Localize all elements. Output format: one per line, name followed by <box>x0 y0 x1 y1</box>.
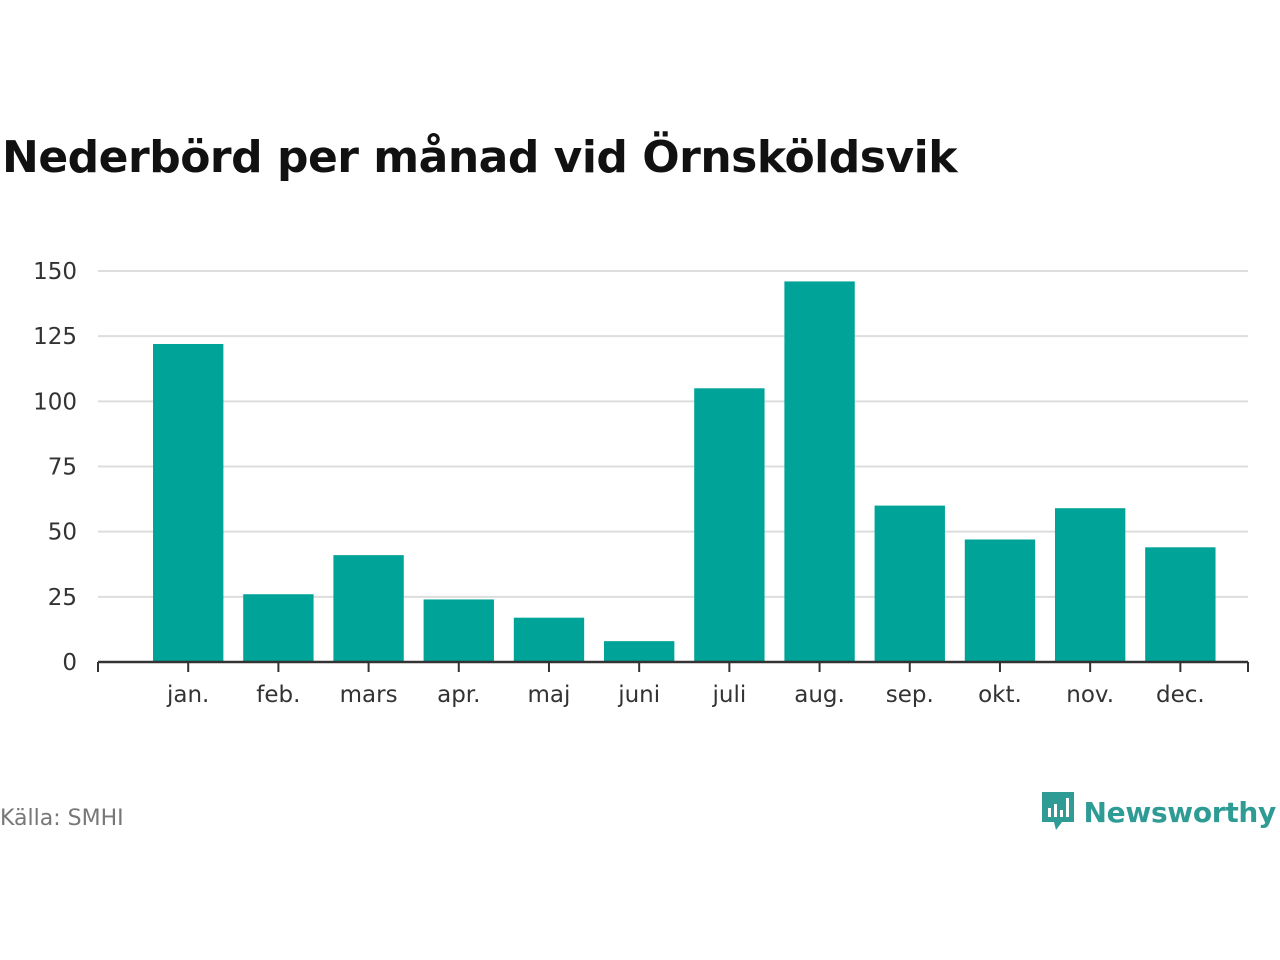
x-tick-label: feb. <box>256 682 300 708</box>
y-tick-label: 125 <box>33 324 77 350</box>
y-tick-label: 100 <box>33 389 77 415</box>
bar-dec <box>1145 547 1216 662</box>
bars <box>153 281 1216 662</box>
bar-maj <box>513 617 585 662</box>
brand-name: Newsworthy <box>1083 795 1277 829</box>
bar-nov <box>1054 508 1126 662</box>
source-note: Källa: SMHI <box>0 806 124 831</box>
x-tick-label: juli <box>711 682 746 708</box>
x-axis-labels: jan. feb. mars apr. maj juni juli aug. sep. okt. n… <box>166 682 1205 708</box>
y-tick-label: 0 <box>62 650 77 676</box>
x-tick-label: aug. <box>794 682 845 708</box>
x-tick-label: okt. <box>978 682 1022 708</box>
y-tick-label: 50 <box>48 520 77 546</box>
bar-mars <box>333 555 404 662</box>
brand-logo[interactable]: Newsworthy <box>1040 790 1276 834</box>
bar-sep <box>874 505 945 662</box>
bar-chart: 0 25 50 75 100 125 150 jan. feb. mars apr. maj juni… <box>33 259 1249 708</box>
bar-jan <box>153 343 224 662</box>
bar-okt <box>964 539 1036 662</box>
bar-feb <box>243 594 314 662</box>
y-axis-labels: 0 25 50 75 100 125 150 <box>33 259 77 676</box>
x-tick-label: sep. <box>886 682 934 708</box>
chart-title: Nederbörd per månad vid Örnsköldsvik <box>2 132 957 183</box>
bar-apr <box>423 599 494 662</box>
bar-aug <box>784 281 855 662</box>
x-tick-label: juni <box>617 682 660 708</box>
x-tick-label: jan. <box>166 682 209 708</box>
y-tick-label: 150 <box>33 259 77 285</box>
x-tick-label: dec. <box>1156 682 1205 708</box>
newsworthy-logo-icon <box>1041 792 1074 830</box>
x-axis <box>97 660 1249 672</box>
x-tick-label: apr. <box>437 682 480 708</box>
bar-juni <box>604 641 675 662</box>
y-tick-label: 75 <box>48 455 77 481</box>
x-tick-label: maj <box>528 682 571 708</box>
y-tick-label: 25 <box>48 585 77 611</box>
x-tick-label: mars <box>340 682 398 708</box>
bar-juli <box>694 388 765 662</box>
x-tick-label: nov. <box>1066 682 1114 708</box>
